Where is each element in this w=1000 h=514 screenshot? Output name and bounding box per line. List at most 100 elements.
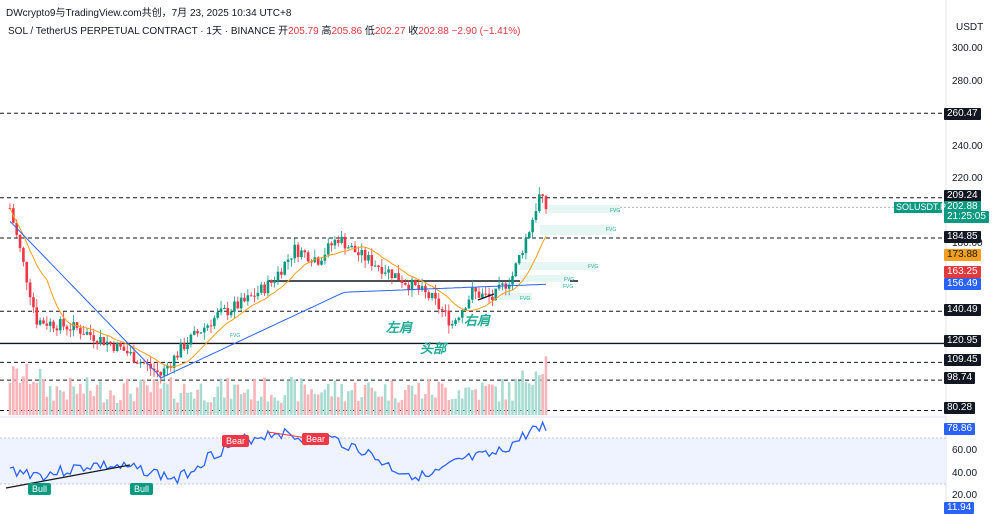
candle-body [544,196,548,210]
candle-body [457,317,461,321]
volume-bar [149,392,152,415]
volume-bar [105,399,109,415]
candle-body [239,297,243,309]
volume-bar [467,387,471,415]
rsi-tick: 60.00 [952,445,978,456]
volume-bar [300,378,303,415]
volume-bar [534,371,538,415]
close-value: 202.88 [418,26,449,37]
fvg-label: FVG [520,296,531,302]
candle-body [132,352,136,363]
volume-bar [340,384,343,415]
candle-body [182,343,186,350]
candle-body [206,325,209,328]
candle-body [380,266,384,274]
bear-signal: Bear [302,433,330,445]
volume-bar [393,398,397,415]
volume-bar [236,384,240,415]
close-label: 收 [408,26,419,37]
price-tag-140: 140.49 [944,304,981,316]
volume-bar [243,392,246,415]
volume-bar [259,396,263,415]
rsi-band [0,438,946,484]
fvg-label: FVG [230,333,241,339]
volume-bar [69,377,72,415]
candle-body [263,284,266,294]
candle-body [28,282,32,298]
candle-body [524,238,528,253]
volume-bar [343,401,347,415]
volume-bar [199,383,203,415]
candle-body [350,245,353,248]
volume-bar [417,382,420,415]
candle-body [95,341,99,344]
low-label: 低 [364,26,375,37]
candle-body [430,292,434,299]
volume-bar [360,397,364,415]
volume-bar [544,356,548,415]
currency-label: USDT [956,22,984,33]
volume-bar [286,380,290,415]
price-tag-209: 209.24 [944,190,981,202]
volume-bar [306,394,310,415]
volume-bar [296,401,300,415]
candle-body [35,307,39,325]
rsi-tick: 20.00 [952,490,978,501]
volume-bar [136,387,139,415]
volume-bar [75,393,79,415]
symbol-line: SOL / TetherUS PERPETUAL CONTRACT · 1天 ·… [8,26,276,37]
candle-body [159,371,163,376]
fvg-label: FVG [564,277,575,283]
volume-bar [377,396,380,415]
candle-body [434,292,437,299]
volume-bar [270,394,273,415]
candle-body [109,341,112,344]
symbol-legend[interactable]: SOL / TetherUS PERPETUAL CONTRACT · 1天 ·… [8,22,521,37]
candle-body [444,310,447,312]
volume-bar [310,389,313,415]
candle-body [102,337,106,346]
volume-bar [246,389,250,415]
volume-bar [383,384,387,415]
candle-body [353,245,357,253]
candle-body [517,254,521,264]
candle-body [477,291,481,298]
candle-body [467,299,471,309]
price-tick: 240.00 [952,141,983,152]
candle-body [226,308,230,316]
volume-bar [89,390,92,415]
volume-bar [517,380,521,415]
volume-bar [179,392,183,415]
volume-bar [72,386,75,415]
bull-signal: Bull [28,483,52,495]
candle-body [82,333,85,335]
candle-body [393,273,397,279]
volume-bar [487,384,491,415]
candle-body [58,319,62,331]
candle-body [484,293,487,295]
volume-bar [189,392,193,415]
volume-bar [380,396,384,415]
candle-body [249,295,253,297]
volume-bar [447,400,451,415]
candle-body [320,260,323,265]
candle-body [99,337,102,344]
volume-bar [65,399,69,415]
volume-bar [139,379,142,415]
volume-bar [249,399,253,415]
candle-body [280,271,283,275]
volume-bar [494,386,498,415]
volume-bar [290,377,293,415]
candle-body [243,297,246,302]
candle-body [397,273,400,281]
high-value: 205.86 [331,26,363,37]
candle-body [45,323,49,326]
candle-body [219,308,223,313]
candle-body [323,254,327,261]
candle-body [521,252,524,255]
volume-bar [206,402,209,415]
candle-body [497,284,501,289]
candle-body [79,327,82,334]
rsi-trend-line [5,464,131,489]
